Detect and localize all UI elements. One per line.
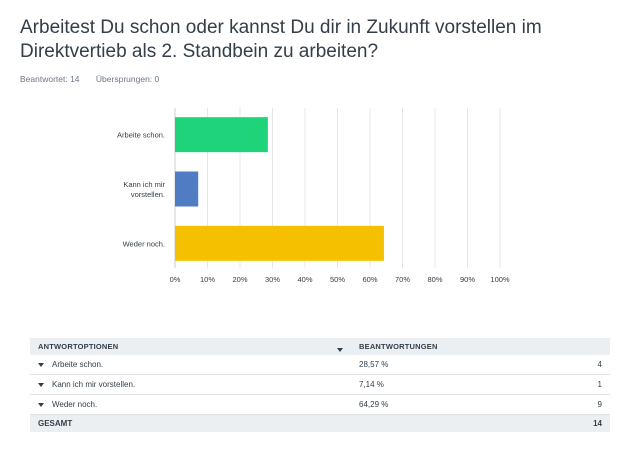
header-answer-options[interactable]: ANTWORTOPTIONEN [30,338,351,355]
row-count: 4 [518,355,610,375]
x-tick-label: 0% [170,275,181,284]
question-title: Arbeitest Du schon oder kannst Du dir in… [20,17,542,62]
table-row: Kann ich mir vorstellen. 7,14 % 1 [30,374,610,395]
row-option-cell[interactable]: Kann ich mir vorstellen. [30,374,351,395]
total-value: 14 [518,414,610,432]
header-responses[interactable]: BEANTWORTUNGEN [351,338,610,355]
bar [175,117,268,153]
x-tick-label: 70% [395,275,410,284]
response-stats: Beantwortet: 14 Übersprungen: 0 [20,74,173,84]
category-label: vorstellen. [131,190,165,199]
row-percent: 64,29 % [351,394,519,415]
table-row: Arbeite schon. 28,57 % 4 [30,355,610,375]
total-spacer [351,414,519,432]
x-tick-label: 60% [362,275,377,284]
category-label: Weder noch. [123,239,165,248]
table-row: Weder noch. 64,29 % 9 [30,394,610,415]
x-tick-label: 40% [297,275,312,284]
expand-caret-icon[interactable] [38,382,44,387]
header-answer-options-label: ANTWORTOPTIONEN [38,341,119,351]
x-tick-label: 100% [490,275,510,284]
x-tick-label: 10% [200,275,215,284]
x-tick-label: 90% [460,275,475,284]
header-responses-label: BEANTWORTUNGEN [359,342,438,351]
bar [175,171,199,207]
category-label: Kann ich mir [123,180,165,189]
total-label: GESAMT [30,414,351,432]
row-percent: 28,57 % [351,355,519,375]
skipped-count: Übersprungen: 0 [95,74,160,84]
total-row: GESAMT 14 [30,414,610,432]
x-tick-label: 80% [427,275,442,284]
x-tick-label: 50% [330,275,345,284]
row-option-cell[interactable]: Weder noch. [30,394,351,415]
answered-count: Beantwortet: 14 [20,74,80,84]
category-label: Arbeite schon. [117,131,165,140]
bar-chart: 0% 10% 20% 30% 40% 50% 60% 70% 80% 90% 100% Arbeite… [117,108,510,284]
table-header-row: ANTWORTOPTIONEN BEANTWORTUNGEN [30,338,610,355]
answer-table: ANTWORTOPTIONEN BEANTWORTUNGEN Arbeite s… [30,338,610,432]
x-tick-label: 30% [265,275,280,284]
expand-caret-icon[interactable] [38,362,44,367]
row-option: Weder noch. [52,400,98,409]
expand-caret-icon[interactable] [38,402,44,407]
row-count: 9 [518,394,610,415]
row-option: Kann ich mir vorstellen. [52,380,136,389]
row-option: Arbeite schon. [52,360,104,369]
sort-caret-icon[interactable] [337,347,343,352]
bar [175,225,384,261]
row-count: 1 [518,374,610,395]
row-option-cell[interactable]: Arbeite schon. [30,355,351,375]
x-tick-label: 20% [232,275,247,284]
row-percent: 7,14 % [351,374,519,395]
